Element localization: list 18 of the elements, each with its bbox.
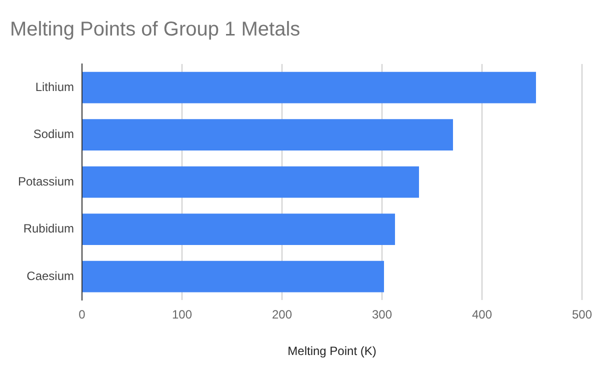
bar — [82, 72, 536, 104]
y-tick-label: Rubidium — [23, 222, 74, 236]
y-tick-label: Sodium — [33, 127, 74, 142]
y-tick-label: Potassium — [18, 174, 74, 188]
x-tick-label: 200 — [272, 308, 292, 322]
bar — [82, 214, 395, 246]
x-tick-label: 300 — [372, 308, 392, 322]
x-tick-label: 500 — [572, 308, 592, 322]
x-tick-label: 400 — [472, 308, 492, 322]
y-tick-label: Lithium — [35, 80, 74, 94]
chart-title: Melting Points of Group 1 Metals — [10, 18, 300, 41]
x-tick-label: 0 — [78, 308, 86, 322]
x-axis-title: Melting Point (K) — [288, 344, 376, 358]
bar — [82, 119, 453, 151]
bar — [82, 260, 384, 292]
y-tick-label: Caesium — [26, 268, 74, 283]
x-tick-label: 100 — [172, 308, 192, 322]
bar — [82, 166, 419, 198]
